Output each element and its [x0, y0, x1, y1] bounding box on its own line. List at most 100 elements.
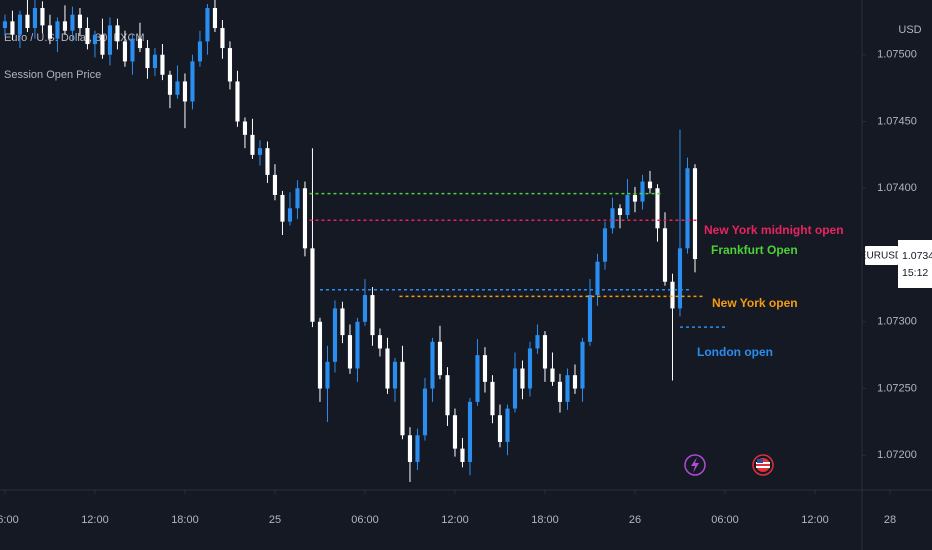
candle-body: [175, 81, 180, 95]
x-tick-label: 06:00: [711, 514, 739, 526]
candle-body: [482, 355, 488, 382]
candle-body: [640, 181, 645, 202]
candle-body: [452, 415, 458, 449]
y-tick-label: 1.07200: [877, 449, 917, 461]
symbol-tag: [865, 246, 898, 265]
candle-body: [430, 341, 435, 389]
candle-body: [332, 308, 338, 362]
candle-body: [542, 335, 548, 369]
indicator-name: Session Open Price: [4, 69, 101, 81]
countdown-label: 15:12: [902, 267, 928, 279]
session-label: New York midnight open: [704, 223, 844, 237]
candle-body: [2, 21, 8, 29]
candle-body: [152, 54, 158, 69]
session-label: London open: [697, 345, 773, 359]
candle-body: [25, 14, 30, 29]
x-tick-label: 12:00: [801, 514, 829, 526]
candle-body: [685, 168, 690, 249]
candle-body: [355, 321, 360, 369]
candle-body: [677, 248, 683, 309]
candle-body: [610, 208, 615, 229]
candle-body: [557, 381, 563, 402]
candle-body: [445, 375, 450, 416]
candle-body: [70, 14, 75, 31]
candle-body: [565, 375, 570, 402]
candle-body: [77, 14, 83, 29]
candle-body: [475, 355, 480, 402]
candle-body: [295, 188, 300, 209]
candle-body: [205, 8, 210, 42]
last-price-label: 1.07347: [902, 250, 932, 262]
candle-body: [647, 181, 653, 189]
candle-body: [572, 375, 578, 389]
x-tick-label: 06:00: [0, 514, 19, 526]
candle-body: [122, 41, 128, 62]
candle-body: [400, 361, 405, 436]
candle-body: [437, 341, 443, 376]
candle-body: [310, 248, 315, 322]
candle-body: [580, 341, 585, 389]
y-tick-label: 1.07450: [877, 115, 917, 127]
y-tick-label: 1.07500: [877, 49, 917, 61]
candle-body: [497, 415, 503, 442]
currency-label: USD: [898, 24, 921, 36]
candle-body: [407, 435, 413, 462]
session-label: Frankfurt Open: [711, 243, 798, 257]
candle-body: [242, 121, 248, 135]
x-tick-label: 12:00: [441, 514, 469, 526]
candle-body: [595, 261, 600, 296]
candle-body: [197, 41, 203, 62]
candle-body: [617, 208, 623, 215]
candle-body: [550, 368, 555, 382]
candle-body: [287, 208, 293, 222]
candle-body: [385, 348, 390, 389]
candle-body: [17, 14, 23, 35]
candle-body: [265, 148, 270, 175]
candle-body: [625, 194, 630, 215]
candle-body: [602, 228, 608, 262]
candle-body: [460, 448, 465, 462]
candle-body: [662, 228, 668, 282]
candle-body: [392, 361, 398, 389]
y-tick-label: 1.07250: [877, 382, 917, 394]
symbol-label: EURUSD: [860, 251, 902, 262]
candle-body: [220, 28, 225, 49]
candle-body: [280, 194, 285, 222]
x-tick-label: 18:00: [171, 514, 199, 526]
candle-body: [235, 81, 240, 122]
x-tick-label: 06:00: [351, 514, 379, 526]
candle-body: [505, 408, 510, 442]
economic-event-icon[interactable]: [752, 454, 774, 476]
candle-body: [377, 335, 383, 349]
candle-body: [422, 388, 428, 436]
candle-body: [62, 21, 68, 31]
price-tag: [898, 240, 932, 288]
candle-body: [512, 368, 518, 409]
candle-body: [55, 21, 60, 39]
candle-body: [632, 194, 638, 202]
candle-body: [362, 295, 368, 322]
candle-body: [100, 34, 105, 55]
candle-body: [587, 295, 593, 342]
candle-body: [302, 188, 308, 249]
x-tick-label: 28: [884, 514, 896, 526]
candle-body: [317, 321, 323, 389]
candle-body: [340, 308, 345, 336]
candle-body: [167, 74, 173, 95]
x-tick-label: 18:00: [531, 514, 559, 526]
plot-area: Frankfurt Open New York midnight open New …: [2, 0, 844, 482]
session-label: New York open: [712, 296, 798, 310]
event-icon[interactable]: [684, 454, 706, 476]
candle-body: [32, 8, 38, 29]
candle-body: [347, 335, 353, 369]
flag-stripe: [756, 466, 770, 468]
candle-body: [490, 381, 495, 416]
candle-body: [415, 435, 420, 462]
candle-body: [115, 25, 120, 42]
candle-body: [250, 134, 255, 155]
candle-body: [10, 21, 15, 35]
candle-body: [655, 188, 660, 229]
